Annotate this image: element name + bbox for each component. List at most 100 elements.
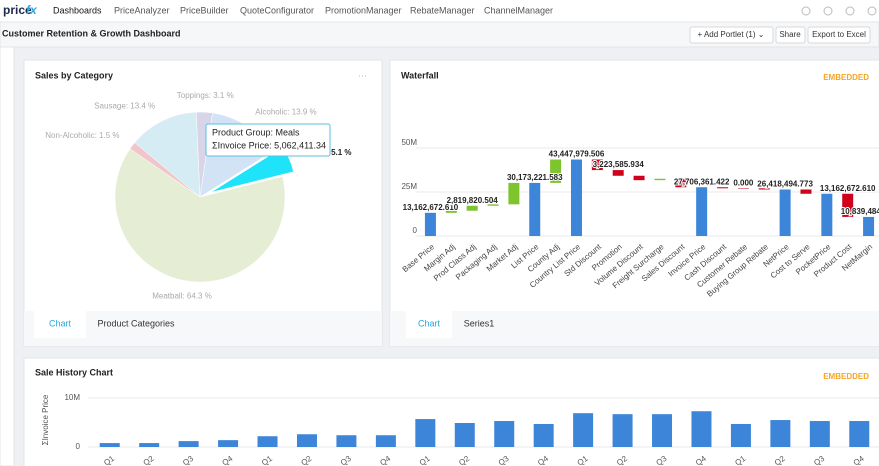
- logo-fx: fx: [26, 3, 38, 17]
- nav-item[interactable]: PriceBuilder: [180, 5, 229, 15]
- bar: [494, 421, 515, 447]
- tab-active[interactable]: [34, 311, 86, 338]
- bar: [454, 422, 475, 447]
- badge: EMBEDDED: [823, 73, 869, 82]
- tab[interactable]: Chart: [49, 318, 72, 328]
- tab[interactable]: Product Categories: [97, 318, 175, 328]
- slice-label: Alcoholic: 13.9 %: [255, 108, 316, 117]
- waterfall-bar: [758, 188, 770, 190]
- waterfall-bar: [445, 210, 457, 213]
- slice-label: Sausage: 13.4 %: [94, 102, 155, 111]
- tooltip-line: Product Group: Meals: [212, 127, 300, 137]
- bar: [573, 413, 594, 447]
- waterfall-bar: [654, 178, 666, 181]
- bar: [178, 441, 199, 447]
- slice-label: Meatball: 64.3 %: [152, 291, 212, 300]
- bar: [99, 443, 120, 447]
- tab[interactable]: Series1: [464, 318, 495, 328]
- dashboard-title: Customer Retention & Growth Dashboard: [2, 28, 181, 38]
- portlet-title: Waterfall: [401, 70, 439, 80]
- slice-label: Toppings: 3.1 %: [177, 91, 234, 100]
- data-label: 2,819,820.504: [447, 196, 499, 205]
- nav-item[interactable]: PriceAnalyzer: [114, 5, 170, 15]
- nav-item[interactable]: Dashboards: [53, 5, 102, 15]
- data-label: 3,223,585.934: [593, 160, 645, 169]
- icon[interactable]: [801, 6, 811, 16]
- portlet-title: Sale History Chart: [35, 367, 113, 377]
- y-tick-label: 50M: [401, 138, 417, 147]
- bar: [257, 436, 278, 447]
- bar: [218, 440, 239, 447]
- waterfall-bar: [424, 212, 436, 236]
- nav-item[interactable]: ChannelManager: [484, 5, 553, 15]
- tab-active[interactable]: [406, 311, 452, 338]
- y-tick-label: 10M: [64, 393, 80, 402]
- waterfall-bar: [633, 175, 645, 181]
- data-label: 26,418,494.773: [757, 180, 813, 189]
- waterfall-bar: [591, 159, 603, 171]
- nav-item[interactable]: RebateManager: [410, 5, 475, 15]
- waterfall-bar: [550, 159, 562, 183]
- logo: price: [3, 3, 32, 17]
- waterfall-bar: [570, 159, 582, 236]
- bar: [139, 443, 160, 447]
- waterfall-bar: [800, 189, 812, 194]
- y-tick-label: 0: [413, 226, 418, 235]
- icon[interactable]: [845, 6, 855, 16]
- icon[interactable]: [823, 6, 833, 16]
- tooltip-line: ΣInvoice Price: 5,062,411.34: [212, 140, 326, 150]
- data-label: 43,447,979.506: [549, 150, 605, 159]
- menu[interactable]: ···: [358, 70, 367, 80]
- bar: [533, 423, 554, 447]
- pie-slice: [134, 111, 201, 198]
- data-label: 13,162,672.610: [820, 184, 876, 193]
- nav-item[interactable]: QuoteConfigurator: [240, 5, 314, 15]
- portlet-title: Sales by Category: [35, 70, 113, 80]
- bar: [415, 419, 436, 447]
- button-label[interactable]: Share: [779, 30, 801, 39]
- data-label: 13,162,672.610: [403, 203, 459, 212]
- waterfall-bar: [737, 188, 749, 189]
- nav-item[interactable]: PromotionManager: [325, 5, 402, 15]
- slice-label: Non-Alcoholic: 1.5 %: [45, 131, 119, 140]
- button[interactable]: [689, 26, 774, 44]
- data-label: 10,839,484.943: [841, 207, 879, 216]
- data-label: 0.000: [733, 178, 754, 187]
- nav-bar: [0, 0, 879, 22]
- waterfall-bar: [717, 187, 729, 189]
- bar: [336, 435, 357, 447]
- bar: [296, 434, 317, 447]
- side-strip: [0, 46, 15, 466]
- bar: [730, 423, 751, 447]
- portlet: [389, 59, 879, 347]
- button[interactable]: [775, 26, 806, 44]
- bar: [770, 420, 791, 447]
- waterfall-bar: [487, 204, 499, 206]
- waterfall-bar: [821, 193, 833, 236]
- tooltip: [205, 123, 331, 157]
- waterfall-bar: [842, 193, 854, 217]
- waterfall-bar: [675, 178, 687, 188]
- data-label: 30,173,221.583: [507, 173, 563, 182]
- y-tick-label: 25M: [401, 182, 417, 191]
- waterfall-bar: [696, 187, 708, 236]
- icon[interactable]: [867, 6, 877, 16]
- portlet: [23, 357, 879, 466]
- button[interactable]: [807, 26, 871, 44]
- waterfall-bar: [466, 205, 478, 211]
- button-label[interactable]: + Add Portlet (1) ⌄: [698, 30, 765, 39]
- bar: [652, 414, 673, 447]
- bar: [849, 421, 870, 447]
- y-tick-label: 0: [76, 442, 81, 451]
- data-label: 27,706,361.422: [674, 177, 730, 186]
- bar: [809, 421, 830, 447]
- button-label[interactable]: Export to Excel: [812, 30, 866, 39]
- tab[interactable]: Chart: [418, 318, 441, 328]
- waterfall-bar: [508, 182, 520, 205]
- waterfall-bar: [612, 170, 624, 176]
- tab-bar: [390, 311, 879, 346]
- badge: EMBEDDED: [823, 372, 869, 381]
- y-axis-label: ΣInvoice Price: [41, 394, 50, 445]
- waterfall-bar: [863, 216, 875, 236]
